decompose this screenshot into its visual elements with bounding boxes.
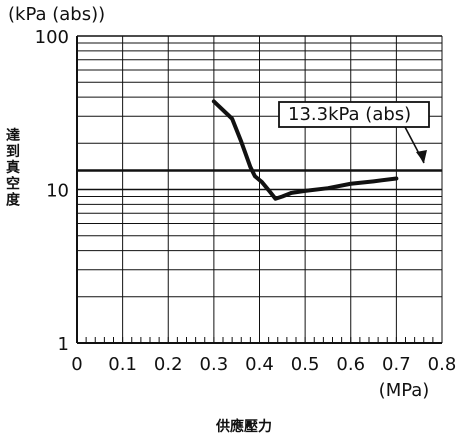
x-tick-label-8: 0.8 <box>428 354 457 375</box>
series-line-0 <box>211 99 399 201</box>
x-tick-label-6: 0.6 <box>336 354 365 375</box>
y-tick-label-0: 1 <box>58 334 69 355</box>
x-tick-label-2: 0.2 <box>154 354 183 375</box>
x-axis-title: 供應壓力 <box>215 418 272 435</box>
x-unit-label: (MPa) <box>379 380 430 401</box>
axes <box>76 36 443 344</box>
tick-labels: 0 0.1 0.2 0.3 0.4 0.5 0.6 0.7 0.8 1 10 100 <box>35 27 457 375</box>
y-unit-label: (kPa (abs)) <box>8 4 105 25</box>
y-tick-label-2: 100 <box>35 27 69 48</box>
x-tick-label-5: 0.5 <box>291 354 320 375</box>
reference-callout-label: 13.3kPa (abs) <box>288 104 411 125</box>
x-tick-label-7: 0.7 <box>382 354 411 375</box>
reference-callout-arrowhead <box>416 150 427 163</box>
x-tick-label-3: 0.3 <box>200 354 229 375</box>
x-tick-label-0: 0 <box>71 354 82 375</box>
grid-lines <box>76 35 443 344</box>
reference-callout-box <box>278 101 430 128</box>
callout-group: 13.3kPa (abs) <box>278 101 430 164</box>
series-lines <box>211 99 399 201</box>
y-axis-title: 達到真空度 <box>6 127 21 208</box>
y-tick-label-1: 10 <box>46 181 69 202</box>
x-tick-label-4: 0.4 <box>245 354 274 375</box>
x-tick-label-1: 0.1 <box>108 354 137 375</box>
